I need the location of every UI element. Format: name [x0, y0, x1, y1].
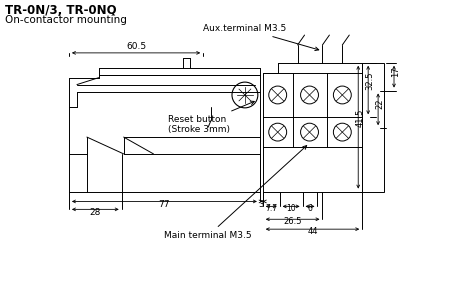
Text: 77: 77 [159, 200, 170, 209]
Text: 32.5: 32.5 [366, 71, 375, 90]
Text: On-contactor mounting: On-contactor mounting [6, 15, 127, 25]
Text: 60.5: 60.5 [126, 42, 146, 51]
Text: Aux.terminal M3.5: Aux.terminal M3.5 [203, 24, 319, 51]
Text: 6: 6 [307, 204, 313, 213]
Text: 22: 22 [376, 99, 384, 109]
Text: 44: 44 [307, 227, 318, 236]
Text: TR-0N/3, TR-0NQ: TR-0N/3, TR-0NQ [6, 4, 117, 17]
Text: 41.5: 41.5 [356, 109, 365, 127]
Text: 7.7: 7.7 [265, 204, 278, 213]
Text: 28: 28 [89, 208, 101, 217]
Text: 10: 10 [286, 204, 296, 213]
Bar [263, 73, 362, 191]
Text: 26.5: 26.5 [284, 217, 302, 226]
Text: Reset button
(Stroke 3mm): Reset button (Stroke 3mm) [168, 101, 254, 134]
Bar [362, 63, 384, 191]
Text: Main terminal M3.5: Main terminal M3.5 [164, 146, 307, 240]
Text: 3: 3 [259, 200, 264, 209]
Text: 17: 17 [391, 66, 401, 77]
